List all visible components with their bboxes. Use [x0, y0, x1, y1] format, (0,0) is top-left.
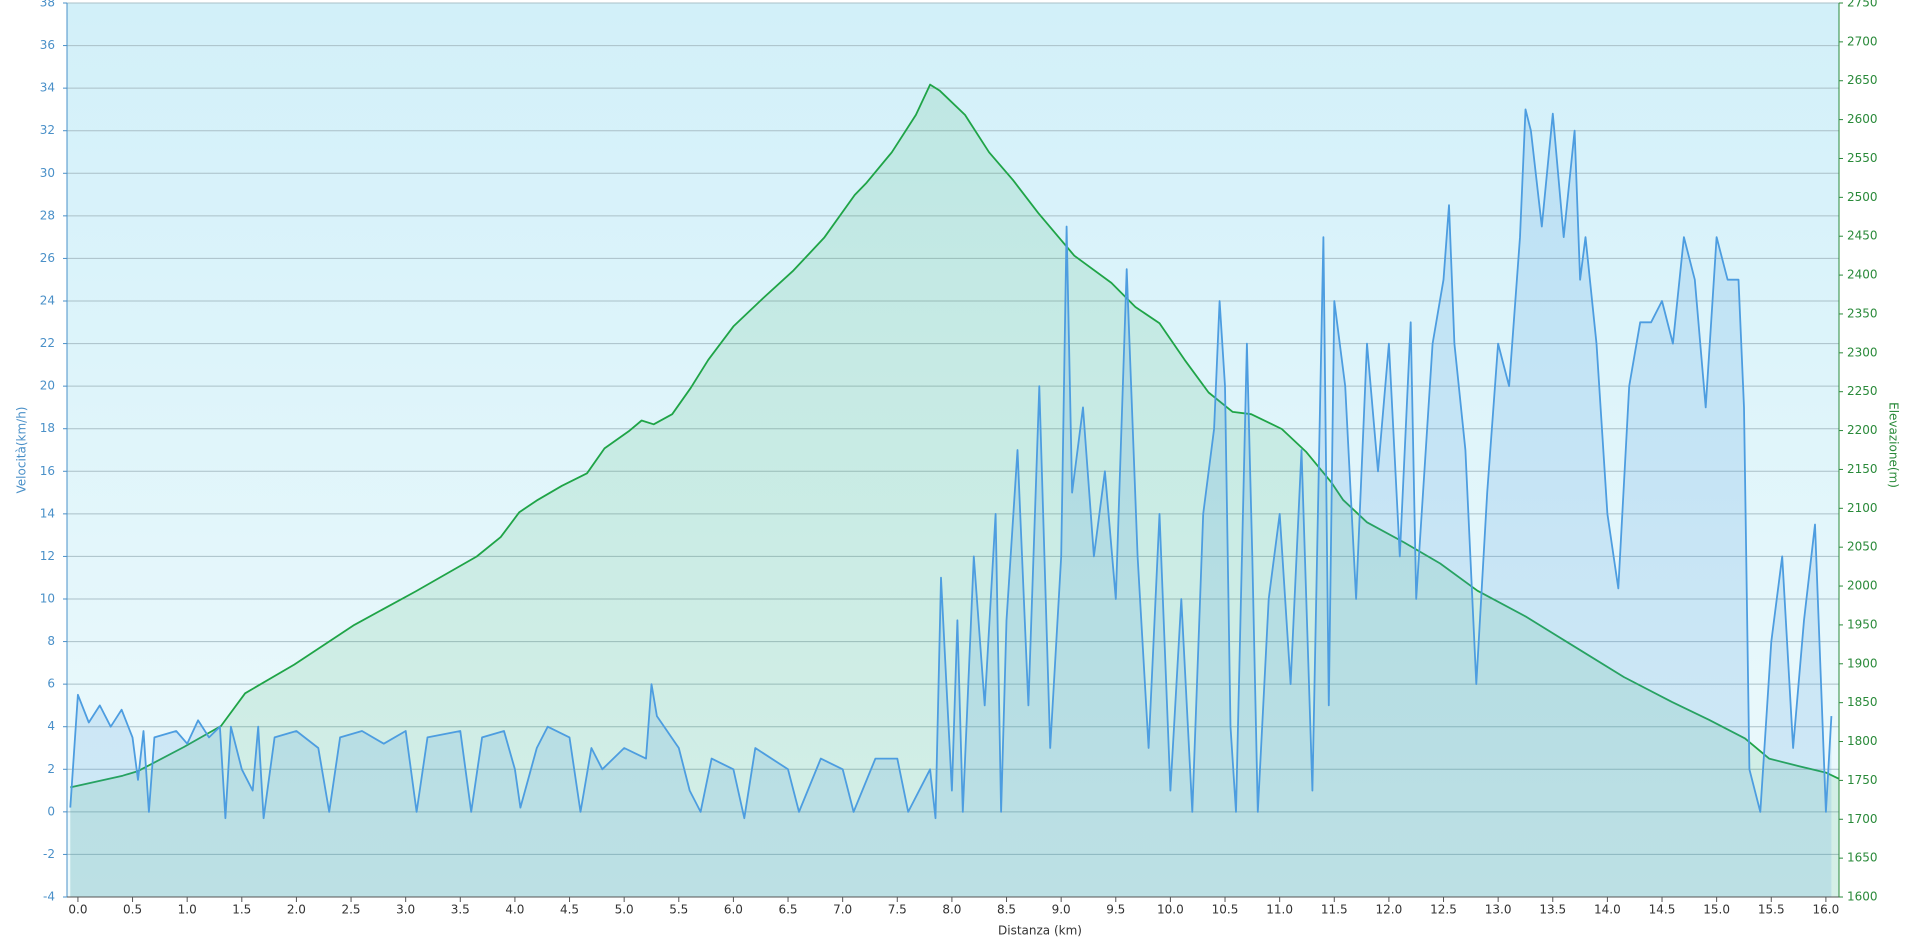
- y-tick-label: 32: [40, 123, 55, 137]
- x-tick-label: 15.0: [1703, 903, 1730, 917]
- y-tick-label: 20: [40, 379, 55, 393]
- x-tick-label: 5.5: [669, 903, 688, 917]
- x-tick-label: 14.0: [1594, 903, 1621, 917]
- y-tick-label: 30: [40, 166, 55, 180]
- x-tick-label: 1.0: [178, 903, 197, 917]
- x-tick-label: 13.0: [1485, 903, 1512, 917]
- x-tick-label: 4.0: [505, 903, 524, 917]
- y2-tick-label: 1950: [1847, 617, 1878, 631]
- area: [70, 109, 1832, 897]
- x-tick-label: 4.5: [560, 903, 579, 917]
- x-tick-label: 7.0: [833, 903, 852, 917]
- y-tick-label: -4: [43, 890, 55, 904]
- y2-tick-label: 2100: [1847, 501, 1878, 515]
- y-tick-label: 12: [40, 549, 55, 563]
- x-tick-label: 13.5: [1539, 903, 1566, 917]
- y2-tick-label: 2550: [1847, 151, 1878, 165]
- y-tick-label: 34: [40, 81, 55, 95]
- y2-tick-label: 1800: [1847, 734, 1878, 748]
- y-tick-label: 4: [47, 719, 55, 733]
- y2-tick-label: 2400: [1847, 268, 1878, 282]
- y-tick-label: 18: [40, 421, 55, 435]
- x-tick-label: 15.5: [1758, 903, 1785, 917]
- y2-tick-label: 2650: [1847, 73, 1878, 87]
- x-tick-label: 14.5: [1649, 903, 1676, 917]
- y-tick-label: 38: [40, 0, 55, 10]
- x-tick-label: 10.0: [1157, 903, 1184, 917]
- y2-tick-label: 1700: [1847, 812, 1878, 826]
- y2-tick-label: 2200: [1847, 423, 1878, 437]
- y2-tick-label: 2050: [1847, 540, 1878, 554]
- y-tick-label: 26: [40, 251, 55, 265]
- x-tick-label: 11.5: [1321, 903, 1348, 917]
- x-tick-label: 3.0: [396, 903, 415, 917]
- x-tick-label: 11.0: [1266, 903, 1293, 917]
- area: [70, 84, 1839, 898]
- line: [69, 108, 1833, 820]
- y-tick-label: 28: [40, 208, 55, 222]
- y-tick-label: 24: [40, 294, 55, 308]
- x-tick-label: 7.5: [888, 903, 907, 917]
- y2-tick-label: 1850: [1847, 695, 1878, 709]
- y2-tick-label: 1600: [1847, 890, 1878, 904]
- y-tick-label: 14: [40, 506, 55, 520]
- y2-tick-label: 1900: [1847, 656, 1878, 670]
- y2-tick-label: 2300: [1847, 345, 1878, 359]
- y-tick-label: -2: [43, 847, 55, 861]
- x-tick-label: 8.0: [942, 903, 961, 917]
- y-tick-label: 16: [40, 464, 55, 478]
- y2-tick-label: 2350: [1847, 306, 1878, 320]
- x-tick-label: 8.5: [997, 903, 1016, 917]
- x-tick-label: 3.5: [451, 903, 470, 917]
- x-tick-label: 12.0: [1376, 903, 1403, 917]
- x-tick-label: 1.5: [232, 903, 251, 917]
- y2-tick-label: 2250: [1847, 384, 1878, 398]
- y-tick-label: 10: [40, 592, 55, 606]
- x-tick-label: 6.5: [778, 903, 797, 917]
- x-tick-label: 9.5: [1106, 903, 1125, 917]
- y-tick-label: 36: [40, 38, 55, 52]
- y2-tick-label: 2150: [1847, 462, 1878, 476]
- y2-tick-label: 2750: [1847, 0, 1878, 10]
- x-tick-label: 6.0: [724, 903, 743, 917]
- y2-axis-label: Elevazione(m): [1887, 402, 1901, 488]
- y-tick-label: 2: [47, 762, 55, 776]
- y2-tick-label: 1650: [1847, 851, 1878, 865]
- y-tick-label: 8: [47, 634, 55, 648]
- y-tick-label: 22: [40, 336, 55, 350]
- x-tick-label: 0.5: [123, 903, 142, 917]
- y2-tick-label: 2700: [1847, 34, 1878, 48]
- x-tick-label: 5.0: [615, 903, 634, 917]
- x-tick-label: 12.5: [1430, 903, 1457, 917]
- y2-tick-label: 2500: [1847, 190, 1878, 204]
- x-tick-label: 9.0: [1052, 903, 1071, 917]
- y2-tick-label: 2000: [1847, 579, 1878, 593]
- x-tick-label: 0.0: [68, 903, 87, 917]
- x-tick-label: 2.5: [341, 903, 360, 917]
- x-axis-label: Distanza (km): [998, 924, 1082, 938]
- y-axis-label: Velocità(km/h): [15, 407, 29, 494]
- y2-tick-label: 1750: [1847, 773, 1878, 787]
- x-tick-label: 10.5: [1212, 903, 1239, 917]
- x-tick-label: 2.0: [287, 903, 306, 917]
- y-tick-label: 6: [47, 677, 55, 691]
- y-tick-label: 0: [47, 804, 55, 818]
- y2-tick-label: 2450: [1847, 229, 1878, 243]
- y2-tick-label: 2600: [1847, 112, 1878, 126]
- x-tick-label: 16.0: [1813, 903, 1840, 917]
